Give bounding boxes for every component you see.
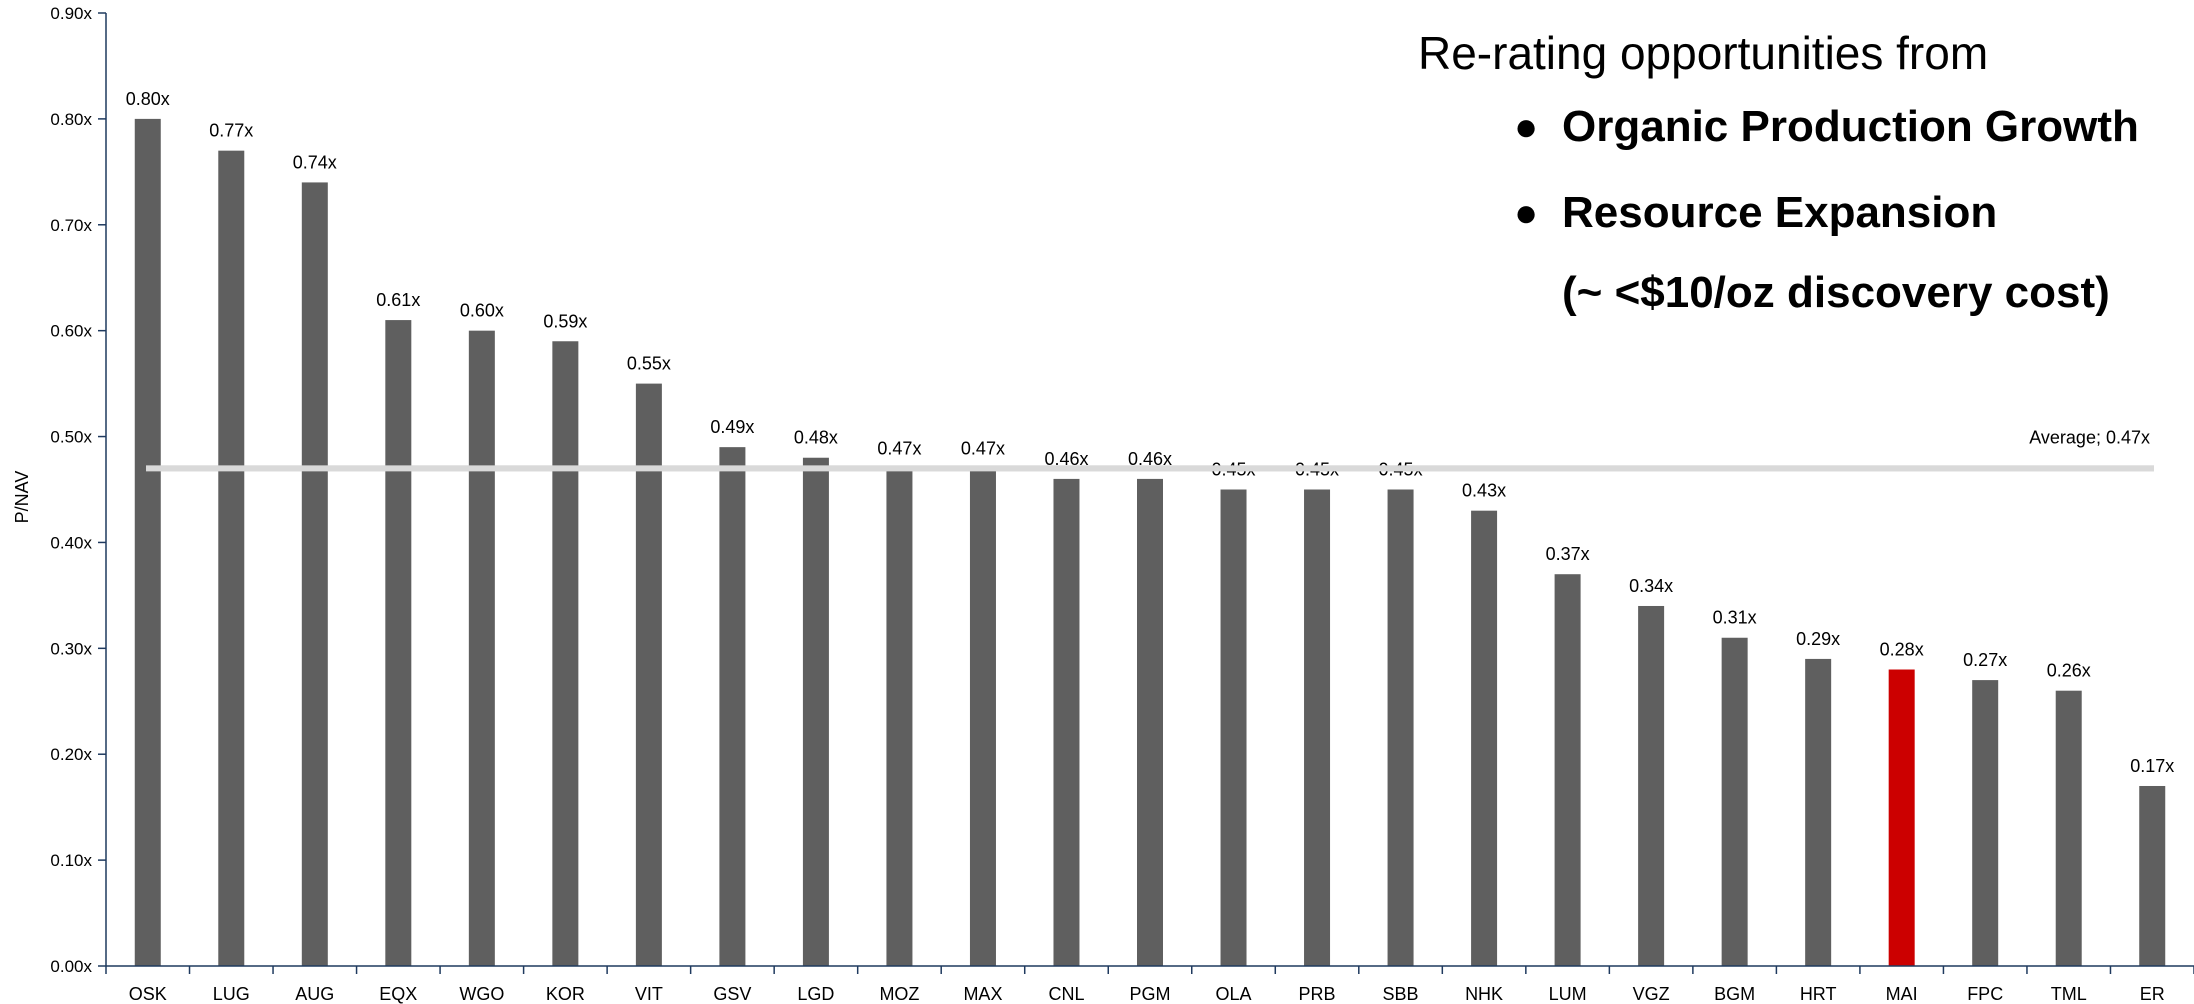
bar-eqx bbox=[385, 320, 412, 967]
x-category-label: LUM bbox=[1549, 984, 1587, 1004]
x-category-label: AUG bbox=[295, 984, 334, 1004]
data-label-cnl: 0.46x bbox=[1044, 449, 1088, 469]
x-category-label: CNL bbox=[1048, 984, 1084, 1004]
x-category-label: MAX bbox=[963, 984, 1002, 1004]
data-label-vgz: 0.34x bbox=[1629, 576, 1673, 596]
average-label: Average; 0.47x bbox=[2029, 427, 2150, 447]
callout-list: ● Organic Production Growth ● Resource E… bbox=[1418, 98, 2139, 242]
y-tick-label: 0.80x bbox=[50, 110, 92, 129]
callout-title: Re-rating opportunities from bbox=[1418, 27, 1989, 79]
x-category-label: VIT bbox=[635, 984, 663, 1004]
bar-lum bbox=[1554, 574, 1581, 966]
x-category-label: LGD bbox=[797, 984, 834, 1004]
x-category-label: WGO bbox=[459, 984, 504, 1004]
data-label-er: 0.17x bbox=[2130, 756, 2174, 776]
bar-bgm bbox=[1721, 637, 1748, 966]
x-category-label: FPC bbox=[1967, 984, 2003, 1004]
bar-er bbox=[2139, 785, 2166, 966]
bar-hrt bbox=[1805, 658, 1832, 966]
bar-prb bbox=[1304, 489, 1331, 966]
x-category-label: EQX bbox=[379, 984, 417, 1004]
data-label-max: 0.47x bbox=[961, 438, 1005, 458]
bar-moz bbox=[886, 468, 913, 966]
data-label-nhk: 0.43x bbox=[1462, 481, 1506, 501]
data-label-kor: 0.59x bbox=[543, 311, 587, 331]
bar-lug bbox=[218, 150, 245, 967]
x-category-label: GSV bbox=[713, 984, 751, 1004]
data-label-bgm: 0.31x bbox=[1713, 608, 1757, 628]
data-label-lug: 0.77x bbox=[209, 121, 253, 141]
y-tick-label: 0.50x bbox=[50, 428, 92, 447]
bar-cnl bbox=[1053, 478, 1080, 966]
bar-mai bbox=[1888, 669, 1915, 966]
bullet-icon: ● bbox=[1514, 191, 1539, 235]
y-tick-label: 0.70x bbox=[50, 216, 92, 235]
x-category-label: NHK bbox=[1465, 984, 1503, 1004]
x-category-label: LUG bbox=[213, 984, 250, 1004]
x-category-label: OSK bbox=[129, 984, 167, 1004]
bar-pgm bbox=[1137, 478, 1163, 966]
data-label-lum: 0.37x bbox=[1546, 544, 1590, 564]
x-category-label: PRB bbox=[1299, 984, 1336, 1004]
data-label-osk: 0.80x bbox=[126, 89, 170, 109]
x-category-label: ER bbox=[2140, 984, 2165, 1004]
bar-kor bbox=[552, 341, 579, 966]
data-label-lgd: 0.48x bbox=[794, 428, 838, 448]
data-label-hrt: 0.29x bbox=[1796, 629, 1840, 649]
x-category-label: MOZ bbox=[879, 984, 919, 1004]
x-category-label: BGM bbox=[1714, 984, 1755, 1004]
callout-item-resource-expansion: ● Resource Expansion bbox=[1418, 184, 2139, 242]
x-category-label: PGM bbox=[1129, 984, 1170, 1004]
y-tick-label: 0.00x bbox=[50, 957, 92, 976]
y-tick-label: 0.40x bbox=[50, 533, 92, 552]
data-label-fpc: 0.27x bbox=[1963, 650, 2007, 670]
bars: 0.80x 0.77x 0.74x 0.61x 0.60x 0.59x 0.55x 0.49x… bbox=[126, 89, 2174, 967]
x-category-label: VGZ bbox=[1633, 984, 1670, 1004]
x-category-label: OLA bbox=[1216, 984, 1252, 1004]
data-label-gsv: 0.49x bbox=[710, 417, 754, 437]
bar-wgo bbox=[468, 330, 495, 967]
data-label-wgo: 0.60x bbox=[460, 301, 504, 321]
bar-vit bbox=[635, 383, 662, 967]
bar-sbb bbox=[1387, 489, 1414, 966]
data-label-moz: 0.47x bbox=[877, 438, 921, 458]
data-label-vit: 0.55x bbox=[627, 354, 671, 374]
y-tick-label: 0.60x bbox=[50, 322, 92, 341]
callout-note: (~ <$10/oz discovery cost) bbox=[1562, 268, 2110, 317]
callout-item-label: Resource Expansion bbox=[1562, 188, 1998, 237]
x-axis: OSK LUG AUG EQX WGO KOR VIT GSV LGD MOZ MAX CNL PGM O… bbox=[105, 965, 2194, 1004]
data-label-tml: 0.26x bbox=[2047, 661, 2091, 681]
y-axis-label: P/NAV bbox=[12, 471, 32, 524]
y-tick-label: 0.10x bbox=[50, 851, 92, 870]
bar-nhk bbox=[1471, 510, 1498, 966]
x-category-label: HRT bbox=[1800, 984, 1837, 1004]
bar-ola bbox=[1220, 489, 1247, 966]
bar-osk bbox=[134, 118, 161, 966]
bar-lgd bbox=[802, 457, 829, 966]
bar-gsv bbox=[719, 447, 746, 967]
callout-item-label: Organic Production Growth bbox=[1562, 102, 2139, 151]
y-tick-label: 0.90x bbox=[50, 4, 92, 23]
bar-fpc bbox=[1972, 680, 1999, 966]
bar-aug bbox=[301, 182, 328, 966]
y-tick-label: 0.20x bbox=[50, 745, 92, 764]
x-category-label: KOR bbox=[546, 984, 585, 1004]
x-category-label: SBB bbox=[1383, 984, 1419, 1004]
y-axis: 0.00x 0.10x 0.20x 0.30x 0.40x 0.50x 0.60x 0.70x… bbox=[50, 4, 107, 976]
x-category-label: MAI bbox=[1886, 984, 1918, 1004]
bar-max bbox=[969, 468, 996, 966]
data-label-pgm: 0.46x bbox=[1128, 449, 1172, 469]
bullet-icon: ● bbox=[1514, 105, 1539, 149]
x-category-label: TML bbox=[2051, 984, 2087, 1004]
data-label-aug: 0.74x bbox=[293, 152, 337, 172]
bar-vgz bbox=[1638, 605, 1665, 966]
callout-box: Re-rating opportunities from ● Organic P… bbox=[1418, 24, 2139, 322]
bar-tml bbox=[2055, 690, 2082, 966]
data-label-mai: 0.28x bbox=[1880, 640, 1924, 660]
y-tick-label: 0.30x bbox=[50, 639, 92, 658]
callout-item-organic-growth: ● Organic Production Growth bbox=[1418, 98, 2139, 156]
data-label-eqx: 0.61x bbox=[376, 290, 420, 310]
